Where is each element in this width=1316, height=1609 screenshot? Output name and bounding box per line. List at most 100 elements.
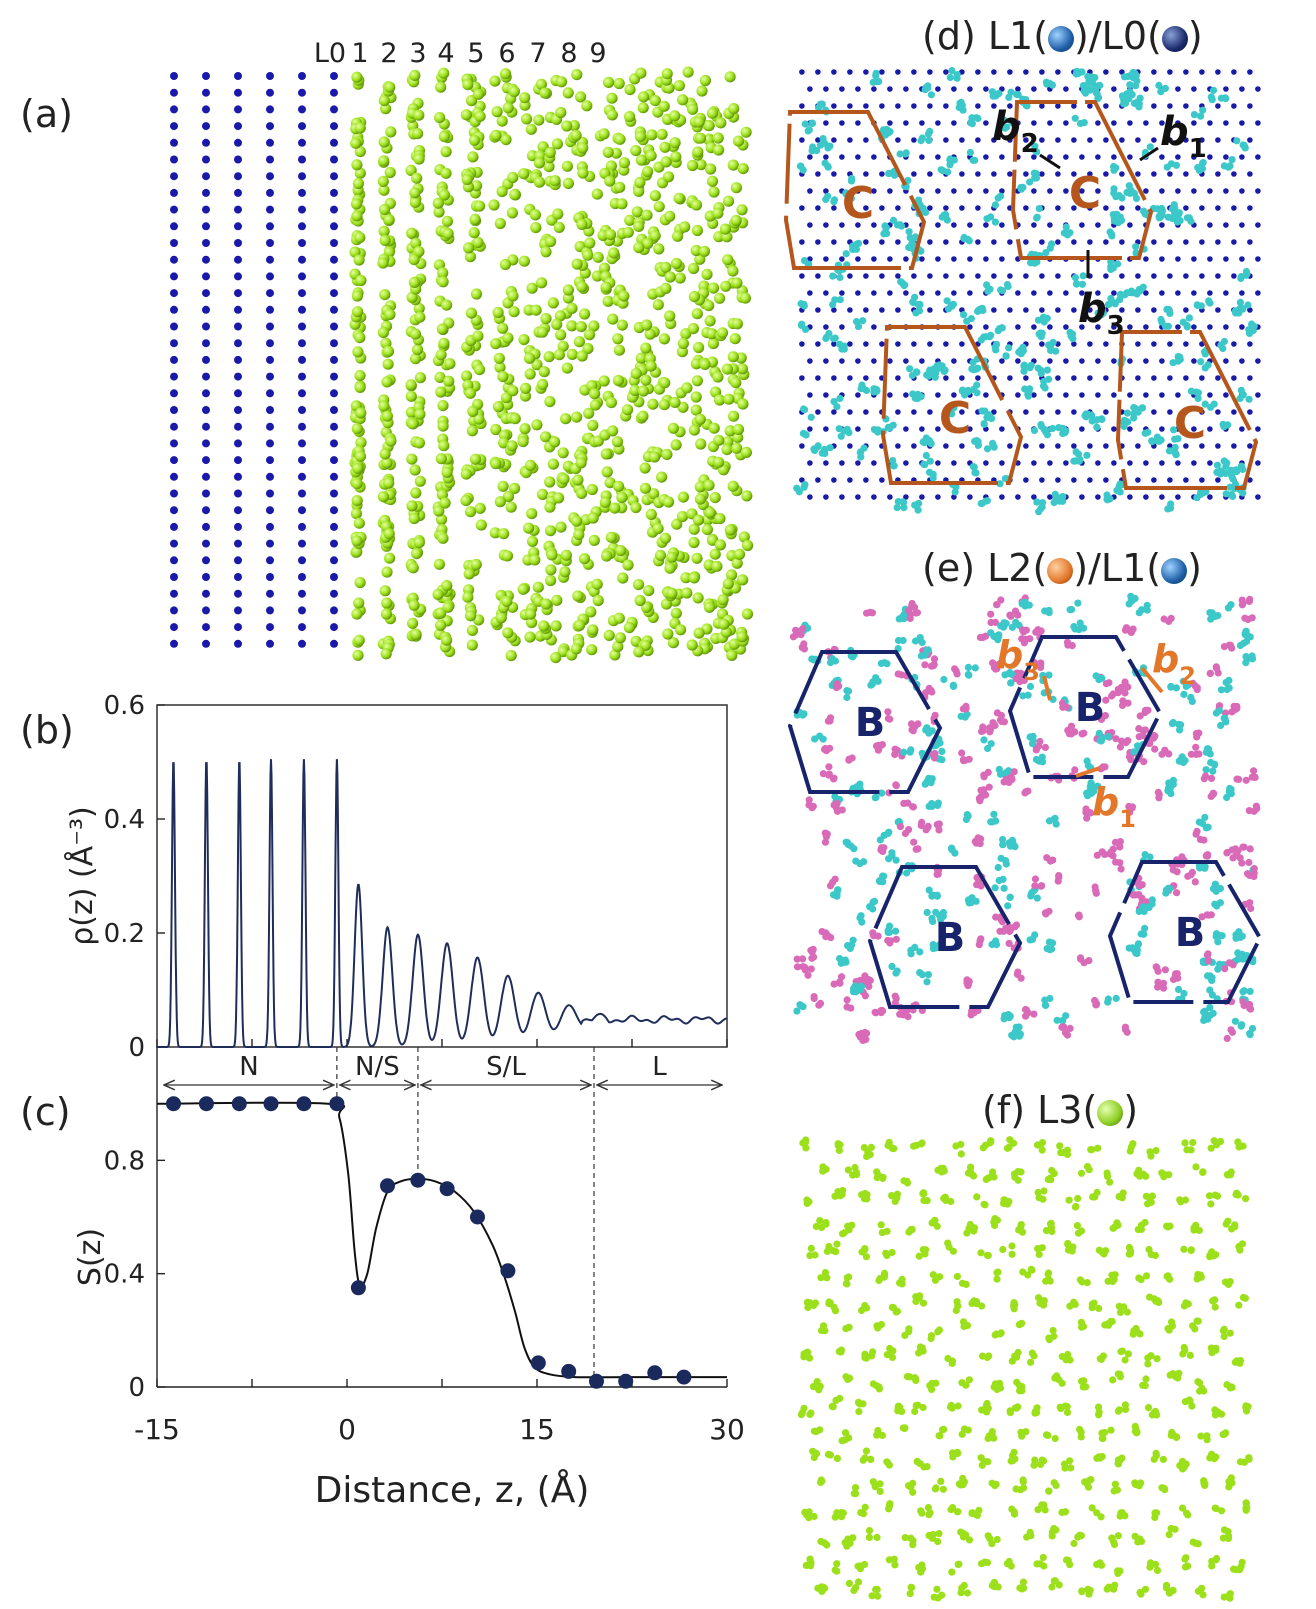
- l3-atom: [1034, 1188, 1042, 1197]
- l1-atom: [1055, 424, 1063, 432]
- l1-atom: [1079, 272, 1087, 280]
- l2-l1-atom: [1032, 628, 1040, 636]
- l2-l1-atom: [930, 655, 939, 663]
- l3-atom: [1094, 1144, 1102, 1152]
- l2-l1-atom: [925, 729, 933, 737]
- l2-l1-atom: [792, 626, 800, 634]
- l2-l1-atom: [1022, 788, 1030, 796]
- l0-atom: [887, 120, 893, 126]
- l0-atom: [823, 494, 829, 500]
- l1-atom: [1130, 189, 1139, 198]
- l0-atom: [1063, 392, 1069, 398]
- liquid-atom: [441, 215, 453, 227]
- liquid-atom: [384, 81, 396, 93]
- liquid-atom: [385, 435, 397, 447]
- substrate-atom: [330, 255, 338, 264]
- l3-atom: [1189, 1138, 1197, 1147]
- l0-atom: [927, 103, 933, 109]
- l2-l1-atom: [845, 755, 853, 763]
- substrate-atom: [234, 339, 242, 348]
- l2-l1-atom: [938, 756, 946, 764]
- liquid-atom: [444, 358, 456, 370]
- l0-atom: [1015, 358, 1021, 364]
- l2-l1-atom: [1193, 733, 1201, 741]
- l2-l1-atom: [1221, 965, 1229, 973]
- l0-atom: [935, 460, 941, 466]
- l2-l1-atom: [996, 927, 1004, 935]
- l2-l1-atom: [1104, 995, 1112, 1003]
- l0-atom: [1167, 103, 1173, 109]
- l1-atom: [1002, 352, 1010, 360]
- l2-l1-atom: [1014, 611, 1022, 619]
- liquid-atom: [378, 95, 390, 107]
- l0-atom: [959, 375, 965, 381]
- liquid-atom: [498, 437, 510, 449]
- substrate-atom: [330, 573, 338, 581]
- substrate-atom: [330, 472, 338, 481]
- l3-atom: [1146, 1293, 1154, 1301]
- motif-b-label: B: [935, 915, 966, 961]
- l2-l1-atom: [1091, 883, 1099, 891]
- l0-atom: [959, 171, 965, 177]
- l3-atom: [927, 1332, 936, 1340]
- l2-l1-atom: [1226, 784, 1234, 793]
- l0-atom: [799, 239, 805, 245]
- liquid-atom: [350, 507, 362, 520]
- substrate-atom: [170, 172, 178, 181]
- l0-atom: [839, 290, 845, 296]
- l1-atom: [1183, 322, 1191, 330]
- liquid-atom: [440, 146, 452, 158]
- l2-l1-atom: [905, 606, 913, 615]
- liquid-atom: [414, 475, 426, 487]
- l2-l1-atom: [888, 962, 896, 971]
- liquid-atom: [508, 85, 520, 98]
- l0-atom: [871, 290, 877, 296]
- substrate-atom: [202, 573, 210, 581]
- liquid-atom: [355, 407, 367, 419]
- l2-l1-atom: [1167, 614, 1175, 623]
- l0-atom: [1239, 222, 1245, 228]
- l3-atom: [1006, 1136, 1014, 1144]
- l0-atom: [1055, 103, 1061, 109]
- l3-atom: [1048, 1166, 1056, 1175]
- l2-l1-atom: [876, 836, 884, 844]
- substrate-atom: [202, 522, 210, 531]
- l0-atom: [1151, 69, 1157, 75]
- liquid-atom: [378, 225, 390, 237]
- liquid-atom: [383, 477, 395, 489]
- l0-atom: [967, 290, 973, 296]
- l1-atom: [1106, 228, 1114, 236]
- l0-atom: [823, 426, 829, 432]
- l1-atom: [908, 371, 917, 379]
- l2-l1-atom: [1242, 653, 1250, 661]
- l0-atom: [855, 154, 861, 160]
- substrate-atom: [234, 573, 242, 581]
- substrate-atom: [298, 389, 306, 398]
- l1-atom: [1042, 249, 1050, 257]
- l2-l1-atom: [1139, 903, 1147, 911]
- l2-l1-atom: [1085, 957, 1093, 965]
- substrate-atom: [234, 172, 242, 181]
- substrate-atom: [202, 188, 210, 197]
- substrate-atom: [330, 339, 338, 348]
- substrate-atom: [298, 639, 306, 648]
- l0-atom: [1015, 86, 1021, 92]
- liquid-atom: [494, 496, 506, 508]
- substrate-atom: [298, 589, 306, 598]
- l2-l1-atom: [862, 977, 870, 985]
- l1-atom: [1242, 271, 1250, 279]
- l3-atom: [803, 1298, 812, 1306]
- liquid-atom: [438, 130, 450, 143]
- l2-l1-atom: [1093, 851, 1101, 859]
- l1-atom: [808, 119, 816, 127]
- l2-l1-atom: [1038, 753, 1046, 761]
- l2-l1-atom: [1248, 614, 1256, 622]
- l3-atom: [1166, 1222, 1174, 1230]
- l0-atom: [919, 290, 925, 296]
- l0-atom: [1103, 477, 1109, 483]
- l2-l1-atom: [1245, 858, 1253, 867]
- substrate-atom: [330, 406, 338, 414]
- l2-l1-atom: [1066, 606, 1074, 614]
- l2-l1-atom: [801, 966, 809, 974]
- l0-atom: [895, 205, 901, 211]
